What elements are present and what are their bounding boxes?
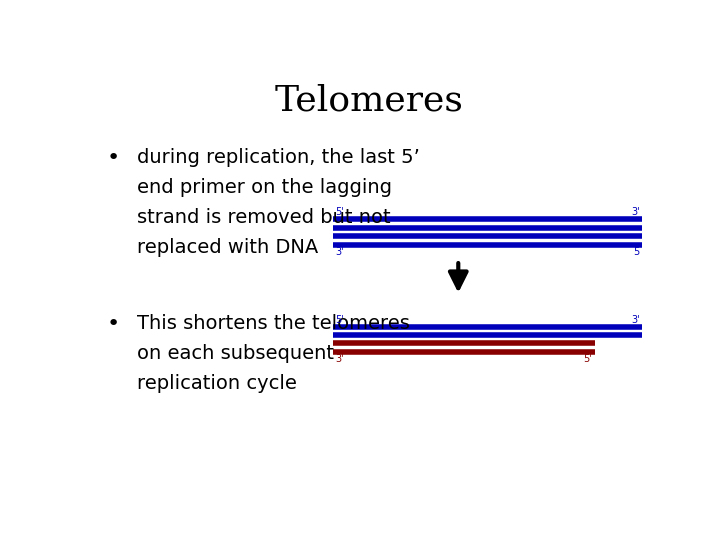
Text: during replication, the last 5’: during replication, the last 5’ xyxy=(138,148,420,167)
Text: 5': 5' xyxy=(336,315,344,325)
Text: This shortens the telomeres: This shortens the telomeres xyxy=(138,314,410,333)
Text: •: • xyxy=(107,148,120,168)
Text: 3': 3' xyxy=(336,247,344,257)
Text: replication cycle: replication cycle xyxy=(138,374,297,393)
Text: 5': 5' xyxy=(336,207,344,217)
Text: replaced with DNA: replaced with DNA xyxy=(138,238,319,257)
Text: Telomeres: Telomeres xyxy=(274,84,464,118)
Text: strand is removed but not: strand is removed but not xyxy=(138,208,391,227)
Text: 3': 3' xyxy=(336,354,344,364)
Text: on each subsequent: on each subsequent xyxy=(138,344,334,363)
Text: 3': 3' xyxy=(631,315,639,325)
Text: •: • xyxy=(107,314,120,334)
Text: 3': 3' xyxy=(631,207,639,217)
Text: end primer on the lagging: end primer on the lagging xyxy=(138,178,392,197)
Text: 5': 5' xyxy=(583,354,593,364)
Text: 5: 5 xyxy=(634,247,639,257)
